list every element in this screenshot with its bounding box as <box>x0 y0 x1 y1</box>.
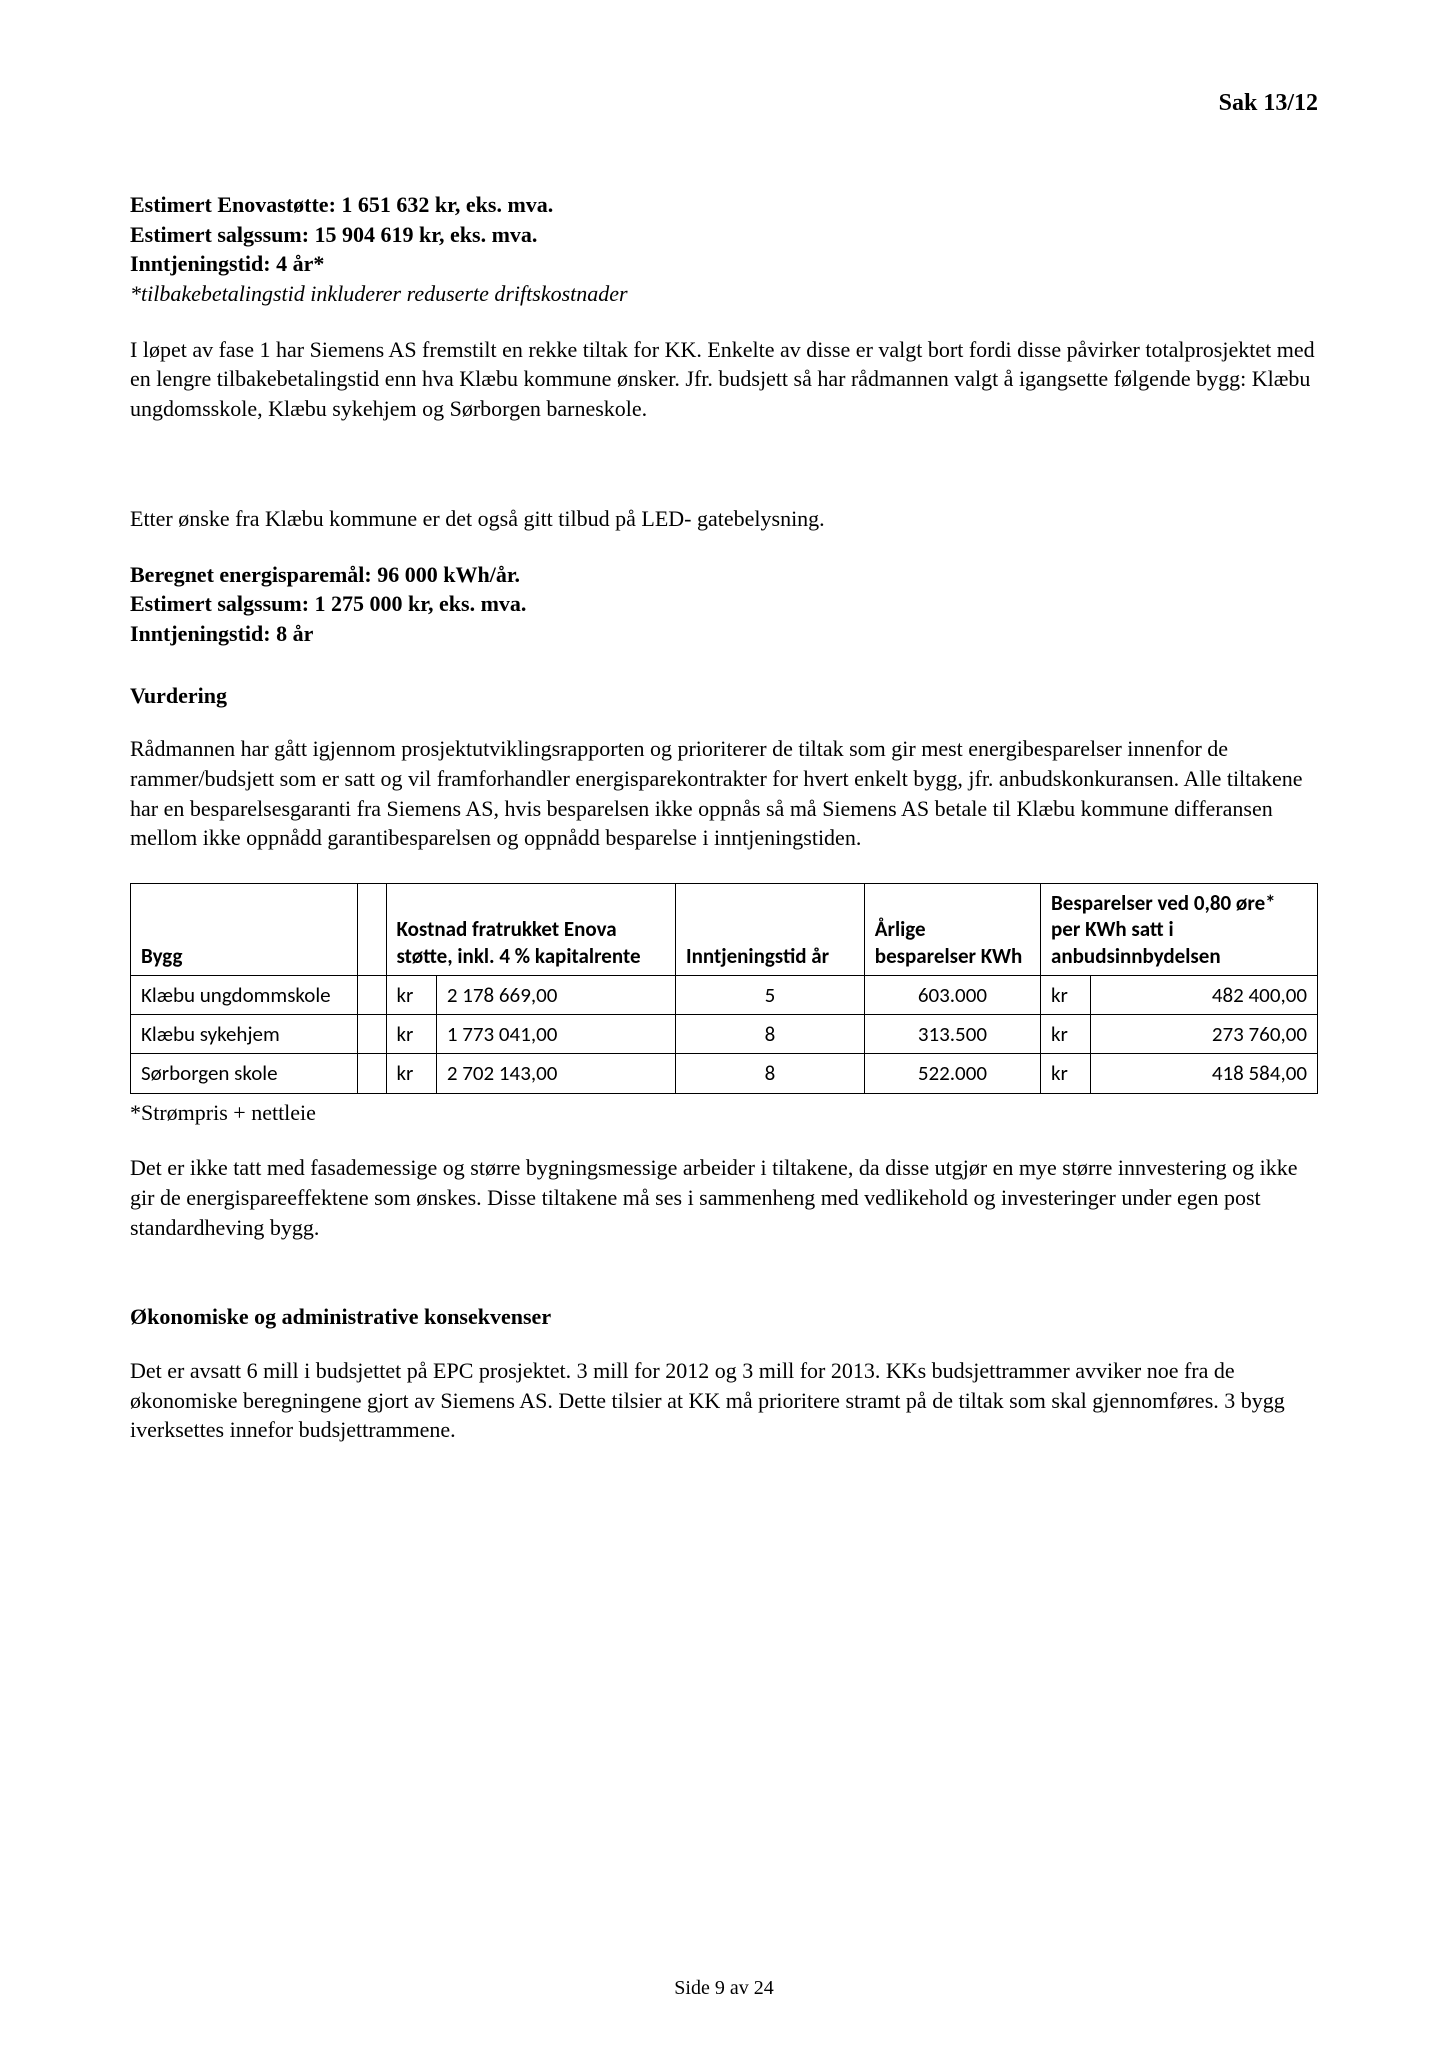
page: Sak 13/12 Estimert Enovastøtte: 1 651 63… <box>0 0 1448 2048</box>
col-kwh: Årlige besparelser KWh <box>864 884 1040 976</box>
document-body: Estimert Enovastøtte: 1 651 632 kr, eks.… <box>130 190 1318 1445</box>
col-inntjening: Inntjeningstid år <box>676 884 865 976</box>
cell-kr-label: kr <box>386 1054 436 1093</box>
cell-inntjening: 8 <box>676 1015 865 1054</box>
cell-bygg: Sørborgen skole <box>131 1054 358 1093</box>
cell-kr-label: kr <box>1041 975 1091 1014</box>
cell-kr-label: kr <box>1041 1015 1091 1054</box>
paragraph-5: Det er avsatt 6 mill i budsjettet på EPC… <box>130 1356 1318 1445</box>
paragraph-3: Rådmannen har gått igjennom prosjektutvi… <box>130 734 1318 853</box>
cell-bespar: 482 400,00 <box>1091 975 1318 1014</box>
table-row: Klæbu ungdommskole kr 2 178 669,00 5 603… <box>131 975 1318 1014</box>
intro-note: *tilbakebetalingstid inkluderer redusert… <box>130 279 1318 309</box>
paragraph-4: Det er ikke tatt med fasademessige og st… <box>130 1153 1318 1242</box>
cell-bespar: 273 760,00 <box>1091 1015 1318 1054</box>
cell-inntjening: 8 <box>676 1054 865 1093</box>
cell-kwh: 603.000 <box>864 975 1040 1014</box>
cell-kr-label: kr <box>386 1015 436 1054</box>
cell-kr-label: kr <box>386 975 436 1014</box>
col-kostnad: Kostnad fratrukket Enova støtte, inkl. 4… <box>386 884 676 976</box>
calc-line-3: Inntjeningstid: 8 år <box>130 619 1318 649</box>
paragraph-1: I løpet av fase 1 har Siemens AS fremsti… <box>130 335 1318 424</box>
cell-kr-label: kr <box>1041 1054 1091 1093</box>
cell-bespar: 418 584,00 <box>1091 1054 1318 1093</box>
cell-kwh: 522.000 <box>864 1054 1040 1093</box>
col-spacer <box>357 884 386 976</box>
intro-line-2: Estimert salgssum: 15 904 619 kr, eks. m… <box>130 220 1318 250</box>
col-bespar: Besparelser ved 0,80 øre* per KWh satt i… <box>1041 884 1318 976</box>
cell-inntjening: 5 <box>676 975 865 1014</box>
calc-line-1: Beregnet energisparemål: 96 000 kWh/år. <box>130 560 1318 590</box>
table-footnote: *Strømpris + nettleie <box>130 1098 1318 1128</box>
cell-spacer <box>357 975 386 1014</box>
table-row: Sørborgen skole kr 2 702 143,00 8 522.00… <box>131 1054 1318 1093</box>
intro-line-1: Estimert Enovastøtte: 1 651 632 kr, eks.… <box>130 190 1318 220</box>
intro-line-3: Inntjeningstid: 4 år* <box>130 249 1318 279</box>
paragraph-2: Etter ønske fra Klæbu kommune er det ogs… <box>130 504 1318 534</box>
section-title-okonomiske: Økonomiske og administrative konsekvense… <box>130 1302 1318 1332</box>
table-header-row: Bygg Kostnad fratrukket Enova støtte, in… <box>131 884 1318 976</box>
cell-kostnad: 1 773 041,00 <box>436 1015 675 1054</box>
table-row: Klæbu sykehjem kr 1 773 041,00 8 313.500… <box>131 1015 1318 1054</box>
calc-line-2: Estimert salgssum: 1 275 000 kr, eks. mv… <box>130 589 1318 619</box>
case-reference: Sak 13/12 <box>1219 90 1318 117</box>
page-footer: Side 9 av 24 <box>0 1977 1448 2000</box>
cell-bygg: Klæbu ungdommskole <box>131 975 358 1014</box>
cell-kostnad: 2 702 143,00 <box>436 1054 675 1093</box>
section-title-vurdering: Vurdering <box>130 681 1318 711</box>
cell-spacer <box>357 1015 386 1054</box>
savings-table: Bygg Kostnad fratrukket Enova støtte, in… <box>130 883 1318 1094</box>
cell-kostnad: 2 178 669,00 <box>436 975 675 1014</box>
col-bygg: Bygg <box>131 884 358 976</box>
cell-kwh: 313.500 <box>864 1015 1040 1054</box>
cell-spacer <box>357 1054 386 1093</box>
cell-bygg: Klæbu sykehjem <box>131 1015 358 1054</box>
